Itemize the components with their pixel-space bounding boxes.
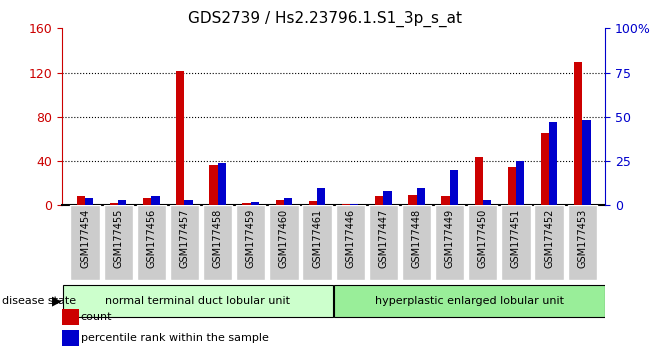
Bar xyxy=(151,196,159,205)
Bar xyxy=(270,205,299,280)
Bar xyxy=(170,205,199,280)
Bar xyxy=(383,191,392,205)
Bar xyxy=(309,201,317,205)
Bar xyxy=(516,161,524,205)
Bar xyxy=(541,133,549,205)
Bar xyxy=(137,205,166,280)
Bar xyxy=(408,195,417,205)
Bar xyxy=(441,196,450,205)
Text: GSM177451: GSM177451 xyxy=(511,209,521,268)
Text: normal terminal duct lobular unit: normal terminal duct lobular unit xyxy=(105,296,290,306)
Bar xyxy=(303,205,331,280)
Text: GSM177460: GSM177460 xyxy=(279,209,289,268)
Bar xyxy=(104,205,133,280)
Text: GSM177458: GSM177458 xyxy=(213,209,223,268)
Text: GSM177450: GSM177450 xyxy=(478,209,488,268)
Bar xyxy=(110,203,118,205)
Bar xyxy=(350,204,359,205)
Bar xyxy=(77,196,85,205)
Bar xyxy=(336,205,365,280)
Bar xyxy=(184,200,193,205)
Text: hyperplastic enlarged lobular unit: hyperplastic enlarged lobular unit xyxy=(375,296,564,306)
Bar xyxy=(217,163,226,205)
Text: GSM177449: GSM177449 xyxy=(445,209,454,268)
Text: ▶: ▶ xyxy=(52,295,62,307)
Text: GSM177457: GSM177457 xyxy=(180,209,189,268)
Bar xyxy=(210,166,217,205)
Text: GSM177446: GSM177446 xyxy=(345,209,355,268)
Text: GSM177452: GSM177452 xyxy=(544,209,554,268)
Bar xyxy=(143,198,151,205)
Bar xyxy=(508,167,516,205)
Text: GSM177459: GSM177459 xyxy=(246,209,256,268)
Bar xyxy=(475,156,483,205)
Bar xyxy=(242,203,251,205)
Bar xyxy=(118,200,126,205)
Bar xyxy=(534,205,564,280)
Text: percentile rank within the sample: percentile rank within the sample xyxy=(81,333,269,343)
Text: GSM177455: GSM177455 xyxy=(113,209,123,268)
Bar xyxy=(501,205,531,280)
Bar xyxy=(335,285,605,317)
Text: GSM177461: GSM177461 xyxy=(312,209,322,268)
Bar xyxy=(317,188,326,205)
Bar xyxy=(62,330,79,346)
Bar xyxy=(275,200,284,205)
Bar xyxy=(176,72,184,205)
Text: disease state: disease state xyxy=(2,296,76,306)
Bar xyxy=(284,198,292,205)
Text: GDS2739 / Hs2.23796.1.S1_3p_s_at: GDS2739 / Hs2.23796.1.S1_3p_s_at xyxy=(189,11,462,27)
Bar xyxy=(236,205,266,280)
Text: GSM177448: GSM177448 xyxy=(411,209,421,268)
Bar xyxy=(62,285,333,317)
Text: count: count xyxy=(81,312,113,322)
Bar xyxy=(62,309,79,325)
Bar xyxy=(203,205,232,280)
Bar xyxy=(402,205,431,280)
Bar xyxy=(375,196,383,205)
Bar xyxy=(70,205,100,280)
Bar xyxy=(435,205,464,280)
Text: GSM177453: GSM177453 xyxy=(577,209,587,268)
Text: GSM177454: GSM177454 xyxy=(80,209,90,268)
Bar xyxy=(483,200,491,205)
Bar xyxy=(574,62,582,205)
Bar xyxy=(568,205,597,280)
Bar xyxy=(85,198,93,205)
Bar xyxy=(549,122,557,205)
Text: GSM177456: GSM177456 xyxy=(146,209,156,268)
Bar xyxy=(417,188,425,205)
Text: GSM177447: GSM177447 xyxy=(378,209,389,268)
Bar xyxy=(582,120,590,205)
Bar xyxy=(468,205,497,280)
Bar xyxy=(450,170,458,205)
Bar xyxy=(342,204,350,205)
Bar xyxy=(251,202,259,205)
Bar xyxy=(368,205,398,280)
